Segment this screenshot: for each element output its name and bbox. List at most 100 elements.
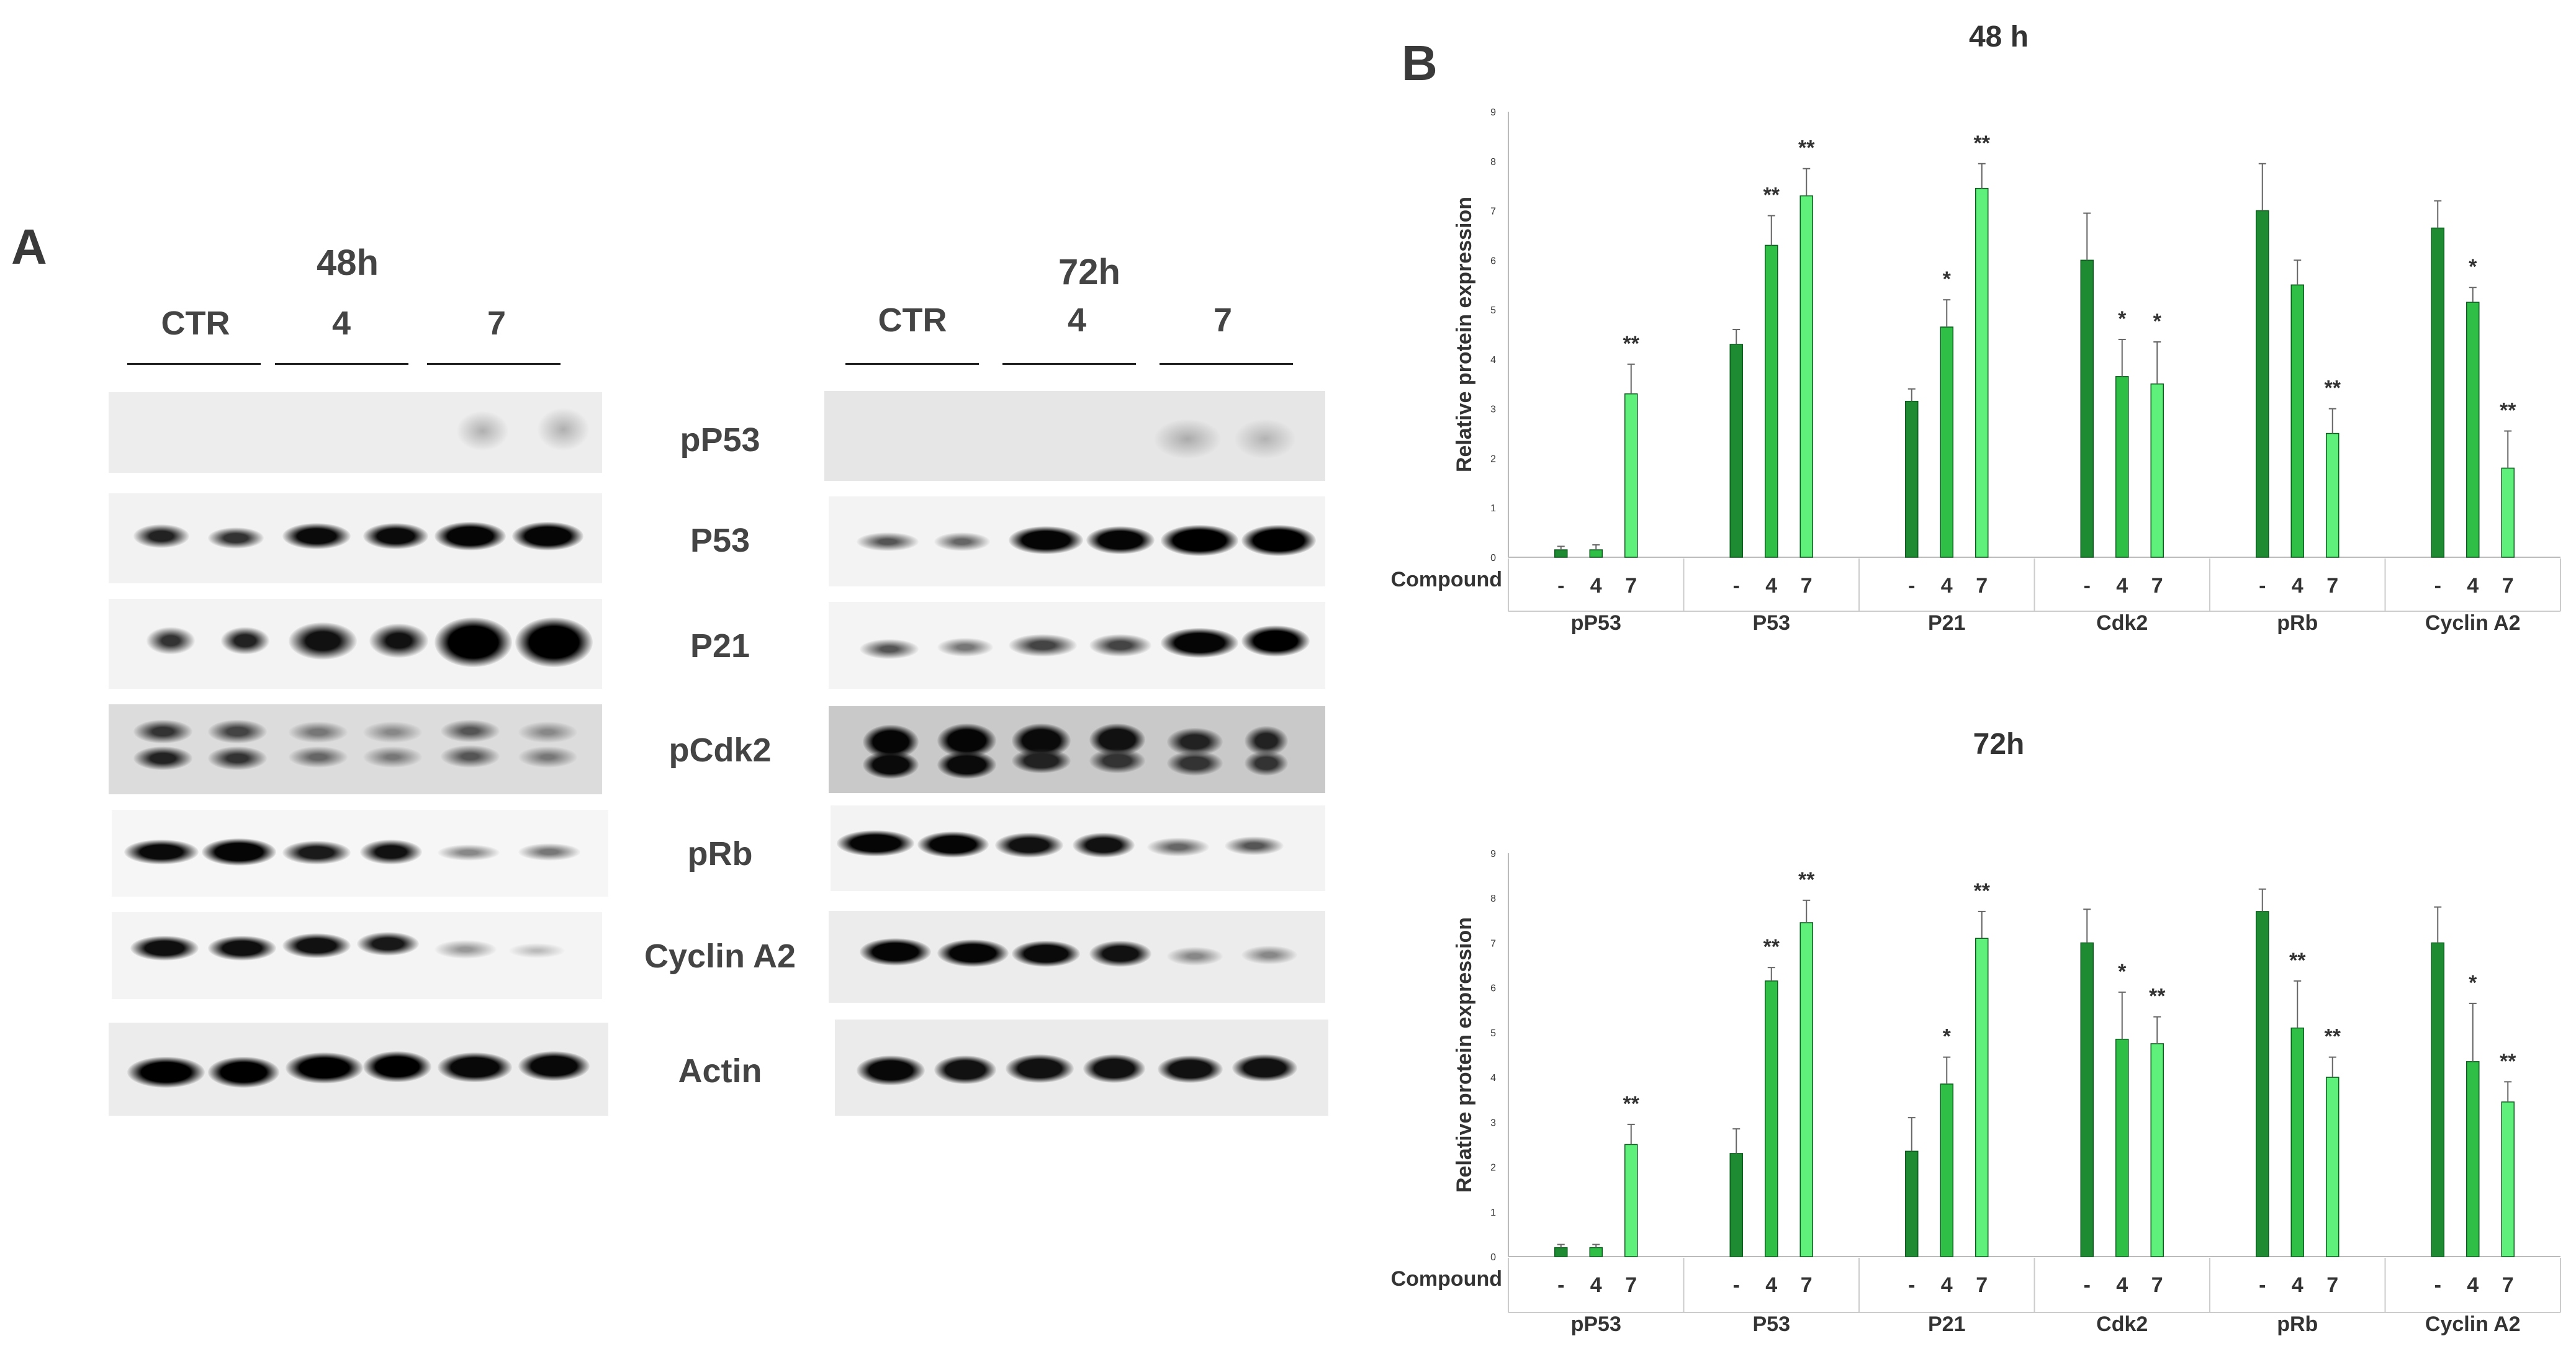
band	[369, 624, 428, 658]
lane-bar-ctr-48h	[127, 363, 261, 365]
bar	[1729, 344, 1743, 558]
lane-label-7-72h: 7	[1213, 302, 1233, 339]
x-group-label: pRb	[2277, 1312, 2318, 1336]
x-subcategory-label: -	[1733, 574, 1740, 598]
x-subcategory-label: -	[1557, 574, 1564, 598]
band	[133, 720, 192, 743]
band	[286, 1052, 363, 1083]
x-group-label: pRb	[2277, 611, 2318, 635]
band	[518, 843, 580, 861]
band	[363, 722, 422, 743]
bar	[1799, 195, 1813, 558]
band	[837, 830, 914, 856]
band	[860, 639, 919, 659]
bar	[1589, 549, 1603, 558]
x-subcategory-label: -	[2084, 1273, 2091, 1297]
band	[1089, 748, 1145, 773]
protein-label-cyclin-a2: Cyclin A2	[644, 938, 796, 975]
band	[441, 720, 500, 742]
panel-a-letter: A	[11, 219, 47, 274]
significance-marker: *	[2469, 971, 2477, 995]
x-subcategory-label: -	[2259, 1273, 2266, 1297]
x-subcategory-label: -	[1733, 1273, 1740, 1297]
blot-72h-title: 72h	[1058, 252, 1120, 292]
x-subcategory-label: 7	[2151, 1273, 2163, 1297]
blot-strip-72h-pcdk2	[829, 706, 1325, 793]
band	[934, 1056, 996, 1084]
band	[1225, 836, 1284, 855]
band	[1073, 833, 1135, 858]
bar	[2326, 1077, 2340, 1257]
x-group-label: P21	[1928, 611, 1966, 635]
lane-bar-ctr-72h	[845, 363, 979, 365]
x-group-label: Cyclin A2	[2425, 611, 2521, 635]
bar	[2150, 383, 2164, 558]
band	[289, 722, 348, 743]
y-tick-label: 4	[1490, 355, 1496, 365]
band	[518, 1051, 590, 1081]
band	[282, 933, 351, 958]
blot-strip-48h-actin	[109, 1023, 608, 1116]
band	[363, 746, 422, 768]
band	[202, 838, 276, 866]
significance-marker: *	[2469, 255, 2477, 279]
blot-strip-72h-cyclin-a2	[829, 911, 1325, 1003]
band	[917, 832, 989, 858]
x-subcategory-label: 4	[2116, 1273, 2128, 1297]
band	[133, 746, 192, 770]
panel-b-letter: B	[1402, 35, 1438, 91]
x-subcategory-label: 7	[1976, 1273, 1988, 1297]
y-tick-label: 0	[1490, 553, 1496, 563]
y-tick-label: 8	[1490, 157, 1496, 168]
bar	[1905, 400, 1919, 558]
band	[282, 523, 351, 549]
x-group-label: pP53	[1571, 1312, 1621, 1336]
blot-strip-48h-cyclin-a2	[112, 912, 602, 999]
band	[360, 840, 422, 864]
band	[363, 523, 428, 549]
significance-marker: **	[1974, 132, 1991, 155]
band	[995, 833, 1063, 858]
bar	[2326, 433, 2340, 558]
bar	[1729, 1153, 1743, 1257]
blot-strip-72h-prb	[831, 805, 1325, 891]
y-tick-label: 5	[1490, 305, 1496, 316]
y-axis-label: Relative protein expression	[1452, 917, 1476, 1193]
x-subcategory-label: 7	[2151, 574, 2163, 598]
bar	[2466, 302, 2480, 558]
x-subcategory-label: -	[2084, 574, 2091, 598]
x-subcategory-label: 7	[1976, 574, 1988, 598]
band	[363, 1051, 431, 1082]
x-subcategory-label: -	[1908, 1273, 1915, 1297]
bar	[2080, 259, 2094, 558]
band	[1089, 634, 1151, 657]
bar	[1765, 244, 1778, 558]
band	[1161, 525, 1238, 556]
band	[1009, 634, 1077, 657]
protein-label-pp53: pP53	[680, 421, 760, 459]
band	[937, 751, 996, 779]
x-subcategory-label: 4	[1590, 1273, 1602, 1297]
band	[537, 408, 590, 451]
band	[208, 527, 264, 549]
x-subcategory-label: 7	[1801, 1273, 1813, 1297]
band	[1234, 419, 1296, 459]
band	[438, 1052, 512, 1082]
blot-strip-48h-p21	[109, 599, 602, 689]
protein-label-prb: pRb	[687, 835, 753, 872]
chart-title: 72h	[1973, 728, 2025, 761]
bar	[1624, 393, 1638, 558]
y-tick-label: 7	[1490, 207, 1496, 217]
band	[282, 841, 351, 864]
y-tick-label: 3	[1490, 405, 1496, 415]
band	[857, 1056, 925, 1085]
x-subcategory-label: 7	[1625, 1273, 1637, 1297]
significance-marker: *	[1943, 267, 1952, 291]
y-tick-label: 6	[1490, 256, 1496, 266]
band	[1241, 625, 1310, 657]
band	[208, 1057, 279, 1088]
blot-strip-72h-actin	[835, 1020, 1328, 1116]
chart-title: 48 h	[1969, 20, 2029, 53]
bar	[2501, 467, 2515, 558]
bar	[1554, 1247, 1568, 1257]
